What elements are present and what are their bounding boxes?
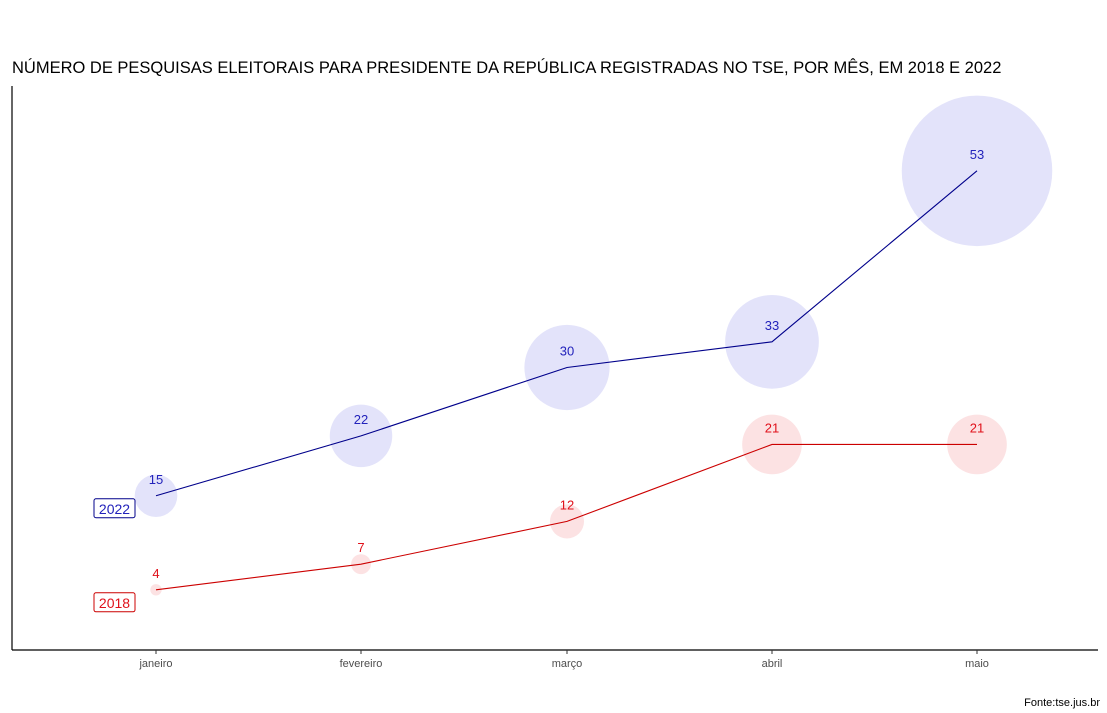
series-legend: 2022 2018 [93,498,136,613]
legend-label-2018: 2018 [99,595,130,611]
value-label-2022-janeiro: 15 [149,472,163,487]
x-tick-label-março: março [552,658,583,670]
line-layer [155,170,978,591]
bubble-layer [134,95,1053,596]
value-label-2018-março: 12 [560,497,574,512]
value-label-2018-abril: 21 [765,420,779,435]
value-label-2018-fevereiro: 7 [357,540,364,555]
x-tick-label-abril: abril [762,658,783,670]
value-label-2022-fevereiro: 22 [354,412,368,427]
line-2022 [155,170,978,497]
value-label-2022-março: 30 [560,344,574,359]
value-label-2022-abril: 33 [765,318,779,333]
value-label-2022-maio: 53 [970,147,984,162]
x-axis-ticks: janeiro fevereiro março abril maio [138,650,989,670]
legend-box-2018 [93,592,136,613]
legend-item-2022: 2022 [93,498,136,519]
value-label-2018-janeiro: 4 [152,566,159,581]
chart-title: NÚMERO DE PESQUISAS ELEITORAIS PARA PRES… [12,58,1001,77]
source-caption: Fonte:tse.jus.br [1024,697,1100,709]
value-label-2018-maio: 21 [970,420,984,435]
x-tick-label-maio: maio [965,658,989,670]
value-label-layer: 15 22 30 33 53 4 7 12 21 21 [149,147,984,581]
x-tick-label-fevereiro: fevereiro [340,658,383,670]
legend-box-2022 [93,498,136,519]
x-tick-label-janeiro: janeiro [138,658,172,670]
legend-item-2018: 2018 [93,592,136,613]
line-2018 [155,443,977,591]
legend-label-2022: 2022 [99,501,130,517]
